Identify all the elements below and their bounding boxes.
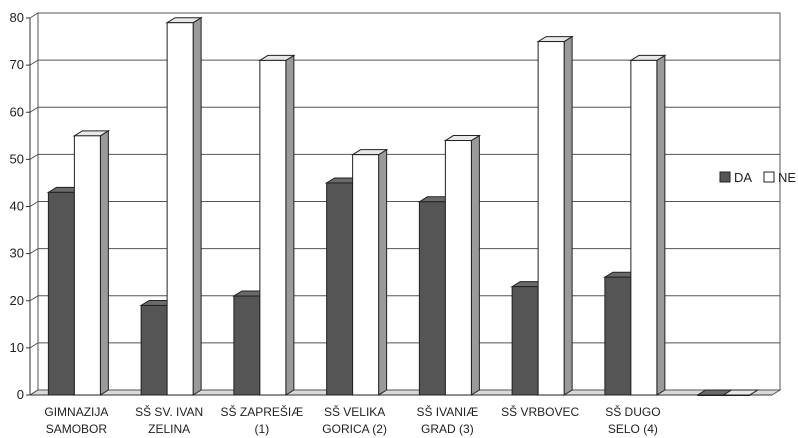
legend-item-da: DA: [719, 170, 752, 185]
bar-ne-2: [258, 54, 296, 396]
y-tick-label: 50: [10, 151, 24, 166]
bar-ne-5: [536, 35, 574, 396]
legend-item-ne: NE: [763, 170, 796, 185]
gridline: [29, 248, 780, 255]
x-tick-label: SELO (4): [608, 422, 658, 436]
y-tick-label: 10: [10, 340, 24, 355]
x-tick-label: ZELINA: [148, 422, 190, 436]
bar-ne-6: [629, 54, 667, 396]
bar-ne-0: [72, 129, 111, 396]
legend-swatch: [763, 171, 775, 183]
x-tick-label: GRAD (3): [421, 422, 474, 436]
legend-label: DA: [734, 170, 752, 185]
x-tick-label: SŠ DUGO: [605, 404, 660, 419]
gridline: [29, 106, 780, 113]
x-tick-label: GIMNAZIJA: [44, 405, 108, 419]
y-tick-label: 30: [10, 246, 24, 261]
x-axis-labels: GIMNAZIJA SAMOBOR SŠ SV. IVAN ZELINA SŠ ZAPR…: [44, 404, 660, 436]
x-tick-label: SAMOBOR: [46, 422, 108, 436]
bar-ne-3: [350, 148, 389, 396]
gridline: [29, 201, 780, 207]
y-tick-label: 60: [10, 104, 24, 119]
x-tick-label: SŠ SV. IVAN: [135, 404, 203, 419]
y-tick-label: 40: [10, 199, 24, 214]
y-tick-label: 80: [10, 10, 24, 25]
x-tick-label: GORICA (2): [322, 422, 387, 436]
y-tick-label: 20: [10, 293, 24, 308]
x-tick-label: SŠ VELIKA: [324, 404, 385, 419]
legend-swatch: [719, 171, 731, 183]
gridline: [29, 12, 780, 19]
x-tick-label: SŠ VRBOVEC: [501, 404, 579, 419]
bar-ne-1: [165, 16, 203, 396]
x-tick-label: SŠ IVANIÆ: [416, 404, 478, 419]
gridline: [29, 59, 780, 66]
y-tick-label: 0: [17, 387, 24, 402]
bars: [46, 16, 760, 396]
bar-ne-4: [443, 134, 482, 396]
legend-label: NE: [778, 170, 796, 185]
gridline: [29, 153, 780, 160]
legend: DA NE: [719, 170, 796, 185]
x-tick-label: (1): [255, 422, 270, 436]
x-tick-label: SŠ ZAPREŠIÆ: [221, 404, 304, 419]
y-axis-ticks: 0 10 20 30 40 50 60 70 80: [10, 10, 772, 402]
bar-ne-7: [721, 389, 760, 396]
y-tick-label: 70: [10, 57, 24, 72]
